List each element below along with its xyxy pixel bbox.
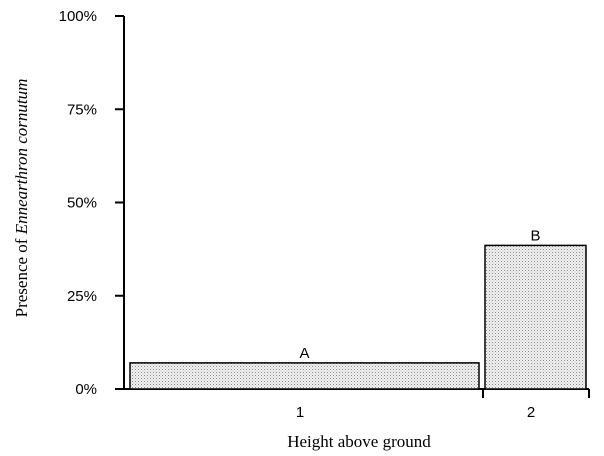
x-tick-label: 2: [527, 404, 535, 421]
y-axis-title: Presence of Ennearthron cornutum: [12, 79, 31, 318]
bar: [484, 244, 587, 390]
y-axis-title-italic: Ennearthron cornutum: [12, 79, 31, 236]
bar: [129, 362, 480, 390]
bar-label: B: [530, 227, 540, 244]
bar-label: A: [299, 345, 309, 362]
y-tick-label: 100%: [59, 8, 97, 25]
y-tick-label: 0%: [75, 381, 97, 398]
bars: AB: [129, 227, 587, 390]
y-axis-title-prefix: Presence of: [12, 234, 31, 317]
y-tick-label: 25%: [67, 288, 97, 305]
x-tick-label: 1: [296, 404, 304, 421]
y-tick-label: 50%: [67, 195, 97, 212]
x-axis-title: Height above ground: [287, 432, 431, 451]
y-axis: 0% 25% 50% 75% 100%: [59, 8, 125, 398]
y-tick-label: 75%: [67, 101, 97, 118]
